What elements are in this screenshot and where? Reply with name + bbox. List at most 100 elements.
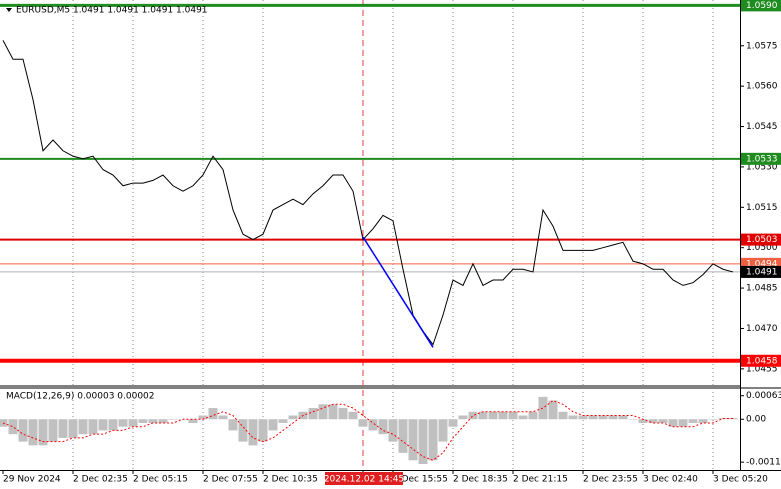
x-tick-label: 3 Dec 05:20 [713, 475, 768, 485]
macd-title: MACD(12,26,9) 0.00003 0.00002 [6, 392, 155, 402]
macd-bar [18, 419, 28, 442]
cursor-time-label: 2024.12.02 14:45 [324, 475, 404, 485]
level-label-box [741, 354, 781, 367]
macd-bar [488, 411, 498, 420]
macd-bar [478, 411, 488, 420]
macd-bar [258, 419, 268, 442]
macd-bar [378, 419, 388, 435]
level-label-box [741, 233, 781, 246]
macd-bar [618, 415, 628, 420]
level-label: 1.0503 [746, 235, 778, 245]
macd-bar [508, 411, 518, 420]
x-tick-label: 2 Dec 15:55 [393, 475, 448, 485]
macd-signal [2, 400, 733, 461]
macd-bar [8, 419, 18, 435]
level-label: 1.0494 [746, 259, 778, 269]
macd-bar [458, 415, 468, 420]
y-tick-label: 1.0575 [746, 41, 778, 51]
macd-bar [248, 419, 258, 446]
macd-bar [68, 419, 78, 438]
macd-bar [448, 419, 458, 427]
macd-bar [108, 419, 118, 431]
macd-bar [408, 419, 418, 461]
macd-bar [348, 411, 358, 420]
macd-bar [118, 419, 128, 427]
macd-bar [238, 419, 248, 442]
x-tick-label: 2 Dec 07:55 [203, 475, 258, 485]
macd-bar [608, 415, 618, 420]
macd-bar [568, 415, 578, 420]
macd-bar [728, 418, 738, 420]
level-label: 1.0491 [746, 267, 778, 277]
macd-bar [228, 419, 238, 431]
y-tick-label: 1.0455 [746, 364, 778, 374]
level-label: 1.0533 [746, 154, 778, 164]
macd-bar [588, 415, 598, 420]
y-tick-label: 0.00 [746, 415, 766, 425]
macd-bar [358, 419, 368, 427]
macd-bar [148, 419, 158, 423]
macd-bar [308, 408, 318, 420]
macd-bar [318, 404, 328, 420]
macd-bar [648, 419, 658, 423]
trendline [362, 236, 434, 348]
macd-bar [698, 419, 708, 423]
macd-bar [658, 419, 668, 423]
macd-bar [438, 419, 448, 442]
level-label: 1.0590 [746, 1, 778, 11]
macd-bar [138, 419, 148, 423]
x-tick-label: 2 Dec 23:55 [583, 475, 638, 485]
macd-bar [558, 411, 568, 420]
macd-bar [338, 408, 348, 420]
macd-bar [668, 419, 678, 427]
chart-title: EURUSD,M5 1.0491 1.0491 1.0491 1.0491 [16, 6, 208, 16]
x-tick-label: 2 Dec 21:15 [513, 475, 568, 485]
x-tick-label: 2 Dec 02:35 [73, 475, 128, 485]
x-tick-label: 29 Nov 2024 [3, 475, 61, 485]
macd-bar [368, 419, 378, 431]
x-tick-label: 2 Dec 05:15 [133, 475, 188, 485]
macd-bar [288, 415, 298, 420]
macd-bar [678, 419, 688, 427]
macd-bar [28, 419, 38, 446]
macd-bar [158, 419, 168, 423]
macd-bar [638, 419, 648, 423]
price-line [2, 40, 734, 346]
macd-bar [78, 419, 88, 435]
y-tick-label: 1.0485 [746, 284, 778, 294]
macd-bar [708, 419, 718, 420]
y-tick-label: 1.0530 [746, 162, 778, 172]
macd-bar [538, 396, 548, 420]
macd-bar [468, 411, 478, 420]
macd-bar [268, 419, 278, 431]
y-tick-label: 1.0500 [746, 243, 778, 253]
y-tick-label: 1.0515 [746, 203, 778, 213]
macd-bar [278, 419, 288, 423]
y-tick-label: -0.00115 [746, 458, 781, 468]
symbol-arrow [6, 8, 12, 12]
macd-bar [128, 419, 138, 427]
level-label-box [741, 152, 781, 165]
macd-bar [188, 419, 198, 423]
x-tick-label: 2 Dec 10:35 [263, 475, 318, 485]
macd-bar [548, 400, 558, 420]
macd-bar [38, 419, 48, 446]
macd-bar [58, 419, 68, 438]
macd-bar [328, 404, 338, 420]
macd-bar [218, 415, 228, 420]
y-tick-label: 1.0545 [746, 122, 778, 132]
macd-bar [418, 419, 428, 465]
macd-bar [578, 415, 588, 420]
x-tick-label: 3 Dec 02:40 [643, 475, 698, 485]
macd-bar [518, 415, 528, 420]
y-tick-label: 1.0560 [746, 82, 778, 92]
macd-bar [398, 419, 408, 453]
level-label-box [741, 265, 781, 278]
macd-bar [598, 415, 608, 420]
macd-bar [208, 408, 218, 420]
level-label-box [741, 0, 781, 12]
macd-bar [628, 419, 638, 420]
macd-bar [688, 419, 698, 423]
level-label: 1.0458 [746, 356, 778, 366]
